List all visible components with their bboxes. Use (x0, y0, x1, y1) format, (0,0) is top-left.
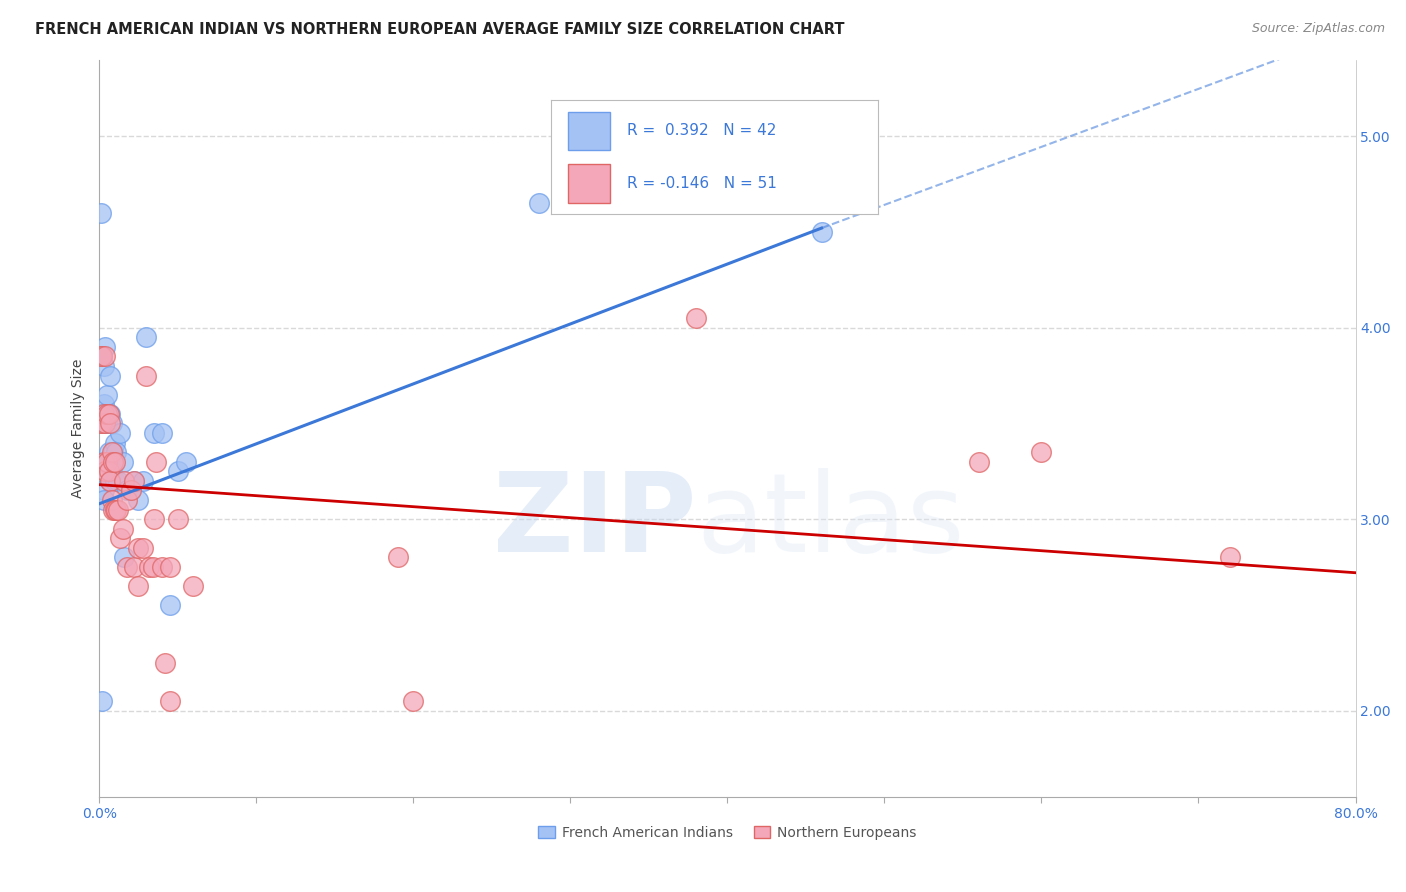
Point (107, 474, 129, 488)
Point (810, 225, 832, 239)
Point (159, 560, 181, 574)
Point (166, 512, 188, 526)
Point (143, 512, 166, 526)
Text: FRENCH AMERICAN INDIAN VS NORTHERN EUROPEAN AVERAGE FAMILY SIZE CORRELATION CHAR: FRENCH AMERICAN INDIAN VS NORTHERN EUROP… (35, 22, 845, 37)
Point (150, 560, 173, 574)
Point (94, 417, 117, 431)
Point (91, 694, 114, 708)
Point (685, 311, 707, 326)
Point (402, 694, 425, 708)
Point (127, 541, 149, 555)
Point (96, 455, 118, 469)
Point (141, 560, 163, 574)
Point (100, 417, 122, 431)
Point (183, 579, 205, 593)
Text: Source: ZipAtlas.com: Source: ZipAtlas.com (1251, 22, 1385, 36)
Point (91, 407, 114, 421)
Point (96, 417, 118, 431)
Point (98, 407, 121, 421)
Text: atlas: atlas (696, 467, 965, 574)
Point (150, 425, 173, 440)
Point (100, 445, 122, 459)
Point (112, 474, 135, 488)
Point (91, 350, 114, 364)
Point (100, 493, 122, 508)
Point (96, 387, 118, 401)
Point (91, 417, 114, 431)
Point (132, 541, 155, 555)
Point (91, 350, 114, 364)
Point (127, 579, 149, 593)
Point (105, 502, 128, 516)
Point (145, 455, 167, 469)
Point (122, 474, 145, 488)
Point (96, 455, 118, 469)
Point (100, 464, 122, 478)
Point (103, 455, 125, 469)
Point (108, 531, 131, 545)
Point (120, 483, 142, 498)
Point (967, 455, 990, 469)
Point (97, 464, 120, 478)
Point (127, 493, 149, 508)
Point (117, 493, 139, 508)
Y-axis label: Average Family Size: Average Family Size (72, 359, 86, 498)
Point (117, 560, 139, 574)
Point (107, 502, 129, 516)
Point (93, 407, 115, 421)
Point (104, 435, 127, 450)
Point (93, 397, 115, 411)
Point (122, 474, 145, 488)
Point (104, 455, 127, 469)
Point (117, 483, 139, 498)
Point (1219, 550, 1241, 565)
Point (103, 445, 125, 459)
Point (104, 474, 127, 488)
Point (159, 599, 181, 613)
Point (132, 474, 155, 488)
Point (111, 522, 134, 536)
Point (138, 560, 160, 574)
Text: ZIP: ZIP (492, 467, 696, 574)
Point (90, 206, 112, 220)
Point (94, 340, 117, 354)
Point (97, 407, 120, 421)
Point (93, 455, 115, 469)
Point (93, 493, 115, 508)
Point (122, 560, 145, 574)
Point (104, 502, 127, 516)
Point (120, 483, 142, 498)
Legend: French American Indians, Northern Europeans: French American Indians, Northern Europe… (533, 820, 922, 845)
Point (94, 464, 117, 478)
Point (159, 694, 181, 708)
Point (174, 455, 197, 469)
Point (98, 417, 121, 431)
Point (112, 550, 135, 565)
Point (97, 445, 120, 459)
Point (93, 359, 115, 373)
Point (387, 550, 409, 565)
Point (98, 474, 121, 488)
Point (93, 483, 115, 498)
Point (98, 474, 121, 488)
Point (135, 368, 157, 383)
Point (143, 425, 166, 440)
Point (96, 407, 118, 421)
Point (527, 196, 550, 211)
Point (153, 656, 176, 670)
Point (108, 425, 131, 440)
Point (94, 417, 117, 431)
Point (103, 502, 125, 516)
Point (135, 330, 157, 344)
Point (90, 350, 112, 364)
Point (1031, 445, 1053, 459)
Point (166, 464, 188, 478)
Point (105, 445, 128, 459)
Point (94, 350, 117, 364)
Point (90, 417, 112, 431)
Point (97, 407, 120, 421)
Point (90, 407, 112, 421)
Point (111, 455, 134, 469)
Point (98, 368, 121, 383)
